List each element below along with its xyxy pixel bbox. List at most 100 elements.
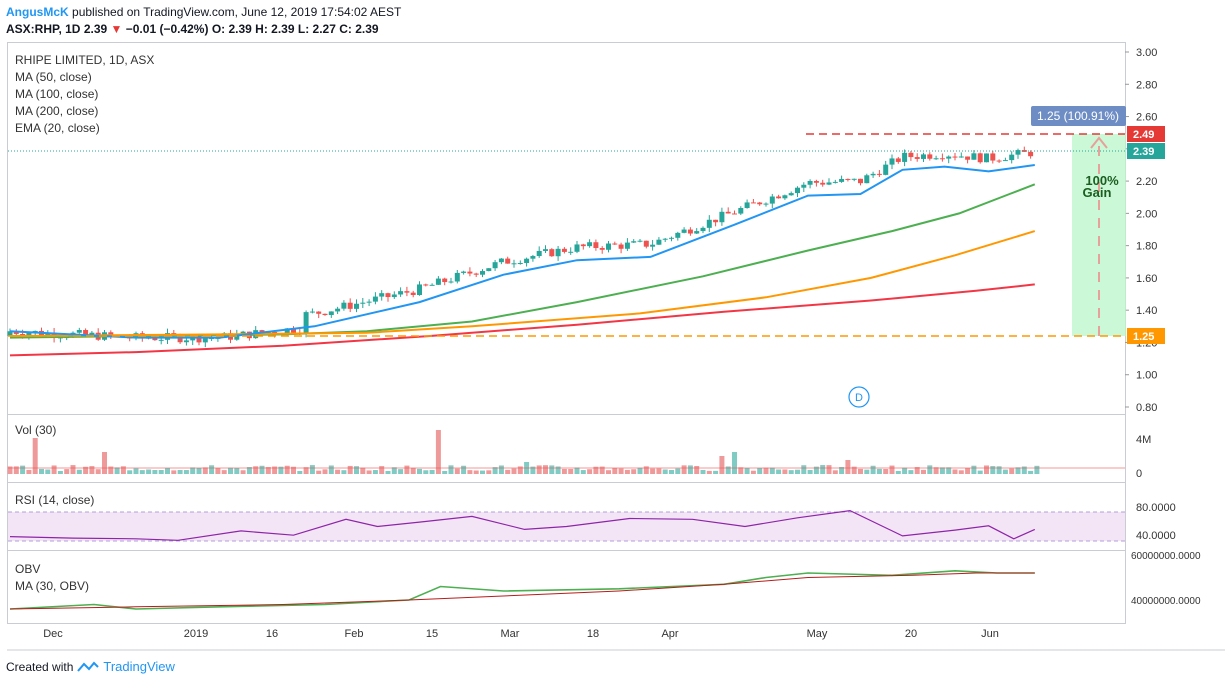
candle-body — [379, 293, 385, 297]
volume-bar — [190, 467, 196, 474]
rsi-pane-label[interactable]: RSI (14, close) — [15, 493, 95, 507]
candle-body — [486, 268, 492, 272]
candle-body — [612, 243, 618, 245]
volume-bar — [102, 452, 107, 474]
volume-bar — [694, 466, 700, 474]
candle-body — [284, 328, 290, 334]
volume-bar — [921, 469, 926, 474]
candle-body — [7, 331, 13, 336]
gain-label-1: 100% — [1085, 173, 1119, 188]
volume-bar — [202, 467, 208, 474]
volume-bars — [7, 430, 1040, 474]
volume-bar — [713, 470, 719, 474]
candle-body — [606, 243, 611, 250]
volume-bar — [669, 469, 674, 474]
candle-body — [511, 263, 517, 265]
candle-body — [675, 232, 681, 238]
rsi-line — [9, 509, 1036, 541]
obv-pane-label[interactable]: OBV — [15, 562, 41, 576]
candle-body — [965, 156, 971, 160]
candle-body — [505, 258, 511, 264]
legend-ma50[interactable]: MA (50, close) — [15, 70, 92, 84]
ohlc-values: O: 2.39 H: 2.39 L: 2.27 C: 2.39 — [211, 22, 379, 36]
candle-body — [1002, 160, 1008, 162]
volume-bar — [183, 470, 189, 474]
time-tick-2: 16 — [266, 628, 278, 640]
down-arrow-icon: ▼ — [110, 22, 123, 36]
price-tick-9: 2.60 — [1136, 112, 1157, 124]
volume-bar — [889, 465, 895, 474]
volume-bar — [769, 467, 775, 474]
candle-body — [996, 160, 1002, 162]
candles — [7, 146, 1034, 348]
vol-pane-label[interactable]: Vol (30) — [15, 423, 57, 437]
volume-bar — [259, 465, 265, 474]
candle-body — [360, 302, 366, 304]
volume-bar — [398, 469, 404, 474]
volume-bar — [656, 468, 662, 474]
candle-body — [820, 182, 826, 185]
time-tick-10: Jun — [981, 628, 999, 640]
candle-body — [883, 164, 889, 175]
volume-bar — [7, 466, 13, 474]
volume-bar — [763, 467, 769, 474]
volume-bar — [70, 465, 76, 474]
obv-tick-60m: 60000000.0000 — [1131, 551, 1201, 562]
legend-ma100[interactable]: MA (100, close) — [15, 87, 99, 101]
candle-body — [13, 331, 19, 334]
volume-bar — [404, 465, 410, 474]
author-link[interactable]: AngusMcK — [6, 5, 69, 19]
volume-bar — [732, 452, 737, 474]
volume-bar — [574, 467, 580, 474]
legend-ema20[interactable]: EMA (20, close) — [15, 121, 100, 135]
time-tick-0: Dec — [43, 628, 63, 640]
candle-body — [587, 242, 593, 247]
candle-body — [177, 335, 183, 343]
candle-body — [316, 311, 322, 314]
candle-body — [656, 239, 662, 245]
volume-bar — [511, 468, 517, 474]
candle-body — [423, 284, 429, 286]
volume-bar — [95, 469, 101, 474]
time-tick-1: 2019 — [184, 628, 208, 640]
volume-bar — [643, 466, 649, 474]
candle-body — [971, 153, 977, 160]
obv-tick-40m: 40000000.0000 — [1131, 596, 1201, 607]
candle-body — [650, 244, 656, 247]
candle-body — [593, 242, 599, 249]
volume-bar — [631, 469, 637, 474]
volume-bar — [335, 469, 341, 474]
volume-bar — [127, 470, 133, 474]
candle-body — [826, 182, 832, 185]
volume-bar — [379, 466, 385, 474]
candle-body — [744, 202, 750, 208]
volume-bar — [618, 468, 624, 474]
volume-bar — [530, 466, 536, 474]
dividend-marker-icon[interactable] — [848, 386, 870, 408]
volume-bar — [291, 466, 296, 474]
volume-bar — [480, 470, 485, 474]
candle-body — [404, 291, 410, 293]
volume-bar — [687, 465, 693, 474]
volume-bar — [51, 465, 57, 474]
time-tick-8: May — [807, 628, 828, 640]
obv-ma-line — [9, 572, 1035, 610]
volume-bar — [952, 469, 958, 474]
candle-body — [536, 250, 542, 257]
volume-bar — [788, 470, 794, 474]
candle-body — [26, 332, 32, 336]
obv-ma-pane-label[interactable]: MA (30, OBV) — [15, 579, 90, 593]
price-tick-1: 1.00 — [1136, 370, 1157, 382]
ema20-line — [9, 164, 1035, 339]
legend-ma200[interactable]: MA (200, close) — [15, 104, 99, 118]
price-tick-6: 2.00 — [1136, 208, 1157, 220]
tradingview-brand-link[interactable]: TradingView — [103, 659, 175, 674]
candle-body — [1009, 154, 1015, 161]
volume-bar — [908, 470, 914, 474]
candle-body — [366, 301, 372, 303]
volume-bar — [360, 467, 366, 474]
candle-body — [347, 302, 353, 309]
price-tag-high — [1127, 126, 1165, 142]
created-with-text: Created with — [6, 659, 74, 674]
